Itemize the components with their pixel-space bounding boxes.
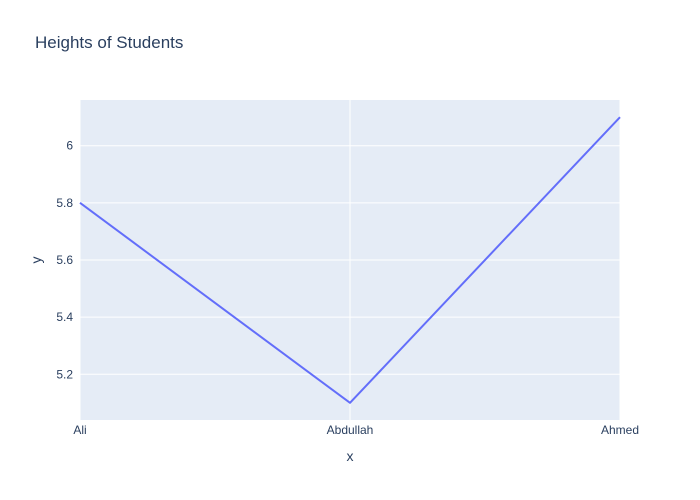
x-tick-label: Abdullah — [327, 423, 374, 437]
gridlines — [79, 100, 621, 420]
y-axis-label: y — [28, 257, 44, 264]
y-tick-label: 5.8 — [56, 196, 73, 210]
x-tick-labels: Ali Abdullah Ahmed — [73, 423, 639, 437]
y-tick-label: 5.4 — [56, 310, 73, 324]
x-tick-label: Ali — [73, 423, 86, 437]
chart-title: Heights of Students — [35, 33, 184, 52]
series-line — [79, 116, 621, 404]
y-tick-label: 5.6 — [56, 253, 73, 267]
y-tick-label: 6 — [66, 139, 73, 153]
x-axis-label: x — [347, 448, 354, 464]
series-layer — [79, 116, 621, 404]
y-tick-labels: 5.2 5.4 5.6 5.8 6 — [56, 139, 73, 382]
x-tick-label: Ahmed — [601, 423, 639, 437]
y-tick-label: 5.2 — [56, 367, 73, 381]
